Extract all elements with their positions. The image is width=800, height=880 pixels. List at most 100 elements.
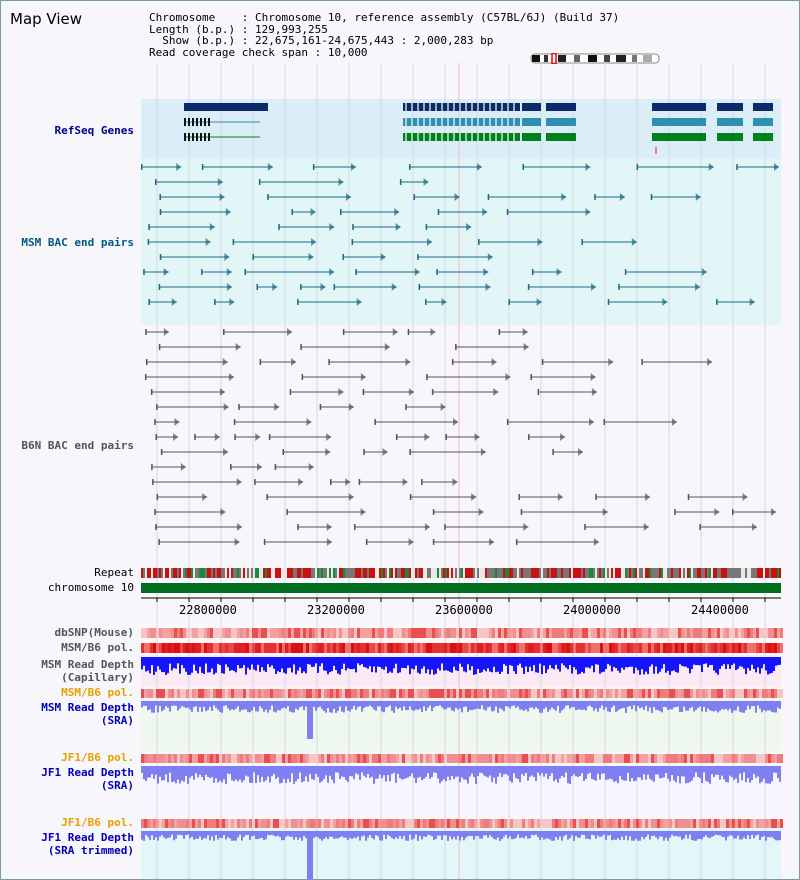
pol-heat	[354, 689, 357, 698]
depth-bar	[713, 831, 715, 836]
pol-heat	[711, 819, 714, 828]
depth-bar	[649, 831, 651, 840]
depth-bar	[355, 766, 357, 774]
b6n-bac-pair-end	[707, 358, 713, 366]
pol-heat	[459, 689, 462, 698]
b6n-bac-pair-end	[154, 419, 156, 425]
depth-bar	[149, 657, 151, 674]
gene-exon	[411, 103, 413, 111]
gene-feature	[717, 118, 743, 126]
track-label-repeat: Repeat	[94, 566, 134, 579]
depth-bar	[143, 766, 145, 780]
depth-bar	[359, 657, 361, 666]
pol-heat	[597, 643, 600, 653]
pol-heat	[348, 643, 351, 653]
depth-bar	[585, 701, 587, 711]
track-label-refseq[interactable]: RefSeq Genes	[54, 124, 134, 137]
depth-bar	[225, 831, 227, 840]
pol-heat	[423, 643, 426, 653]
gene-exon	[453, 118, 455, 126]
chromosome-ideogram[interactable]	[530, 53, 660, 64]
depth-bar	[547, 657, 549, 670]
depth-bar	[493, 701, 495, 711]
pol-heat	[414, 689, 417, 698]
pol-heat	[654, 689, 657, 698]
pol-heat	[462, 643, 465, 653]
depth-bar	[385, 766, 387, 782]
b6n-bac-pair-end	[202, 493, 208, 501]
snp-heat	[666, 628, 669, 638]
pol-heat	[366, 689, 369, 698]
track-label-dbsnp[interactable]: dbSNP(Mouse)	[54, 626, 134, 639]
track-label-jf1-b6-pol[interactable]: JF1/B6 pol.	[61, 751, 134, 764]
depth-bar	[427, 657, 429, 670]
snp-heat	[681, 628, 684, 638]
depth-bar	[411, 657, 413, 669]
depth-bar	[401, 766, 403, 780]
track-label-jf1-depth-sra[interactable]: JF1 Read Depth	[41, 766, 134, 779]
depth-bar	[751, 766, 753, 781]
track-label-b6n-bac[interactable]: B6N BAC end pairs	[21, 439, 134, 452]
track-label-jf1-b6-pol-2[interactable]: JF1/B6 pol.	[61, 816, 134, 829]
depth-bar	[161, 766, 163, 781]
b6n-bac-pair-end	[593, 538, 599, 546]
snp-heat	[261, 628, 264, 638]
pol-heat	[186, 754, 189, 763]
depth-bar	[365, 831, 367, 841]
pol-heat	[342, 754, 345, 763]
repeat-element	[565, 568, 567, 578]
depth-bar	[241, 657, 243, 669]
repeat-element	[267, 568, 269, 578]
depth-bar	[181, 657, 183, 665]
snp-heat	[654, 628, 657, 638]
depth-bar	[615, 831, 617, 840]
track-label-msm-bac[interactable]: MSM BAC end pairs	[21, 236, 134, 249]
msm-bac-pair-end	[252, 254, 254, 260]
depth-bar	[657, 701, 659, 711]
pol-heat	[705, 754, 708, 763]
b6n-bac-pair-end	[326, 538, 332, 546]
pol-heat	[372, 754, 375, 763]
depth-bar	[371, 831, 373, 838]
depth-bar	[219, 766, 221, 781]
depth-bar	[403, 766, 405, 779]
depth-bar	[747, 831, 749, 836]
track-label-msm-b6-pol[interactable]: MSM/B6 pol.	[61, 641, 134, 654]
depth-bar	[173, 701, 175, 706]
depth-bar	[715, 831, 717, 835]
pol-heat	[636, 643, 639, 653]
gene-exon	[435, 103, 437, 111]
depth-bar	[675, 766, 677, 783]
depth-bar	[595, 766, 597, 781]
pol-heat	[168, 689, 171, 698]
repeat-element	[227, 568, 229, 578]
b6n-bac-pair-end	[156, 404, 158, 410]
depth-bar	[239, 831, 241, 835]
repeat-element	[301, 568, 303, 578]
track-label-jf1-depth-trimmed[interactable]: JF1 Read Depth	[41, 831, 134, 844]
depth-bar	[449, 701, 451, 708]
repeat-element	[469, 568, 471, 578]
track-label-msm-b6-pol-2[interactable]: MSM/B6 pol.	[61, 686, 134, 699]
pol-heat	[285, 754, 288, 763]
pol-heat	[318, 754, 321, 763]
repeat-element	[233, 568, 235, 578]
track-label-msm-depth-sra[interactable]: MSM Read Depth	[41, 701, 134, 714]
depth-bar	[219, 831, 221, 838]
pol-heat	[240, 819, 243, 828]
depth-bar	[645, 831, 647, 838]
track-label-msm-depth-capillary[interactable]: MSM Read Depth	[41, 658, 134, 671]
depth-bar	[307, 701, 309, 739]
depth-bar	[755, 701, 757, 713]
repeat-element	[387, 568, 389, 578]
depth-bar	[197, 701, 199, 712]
pol-heat	[501, 689, 504, 698]
pol-heat	[471, 754, 474, 763]
pol-heat	[561, 819, 564, 828]
depth-bar	[353, 766, 355, 780]
snp-heat	[141, 628, 144, 638]
depth-bar	[179, 701, 181, 709]
depth-bar	[651, 657, 653, 665]
axis-tick-label: 23600000	[435, 603, 493, 617]
